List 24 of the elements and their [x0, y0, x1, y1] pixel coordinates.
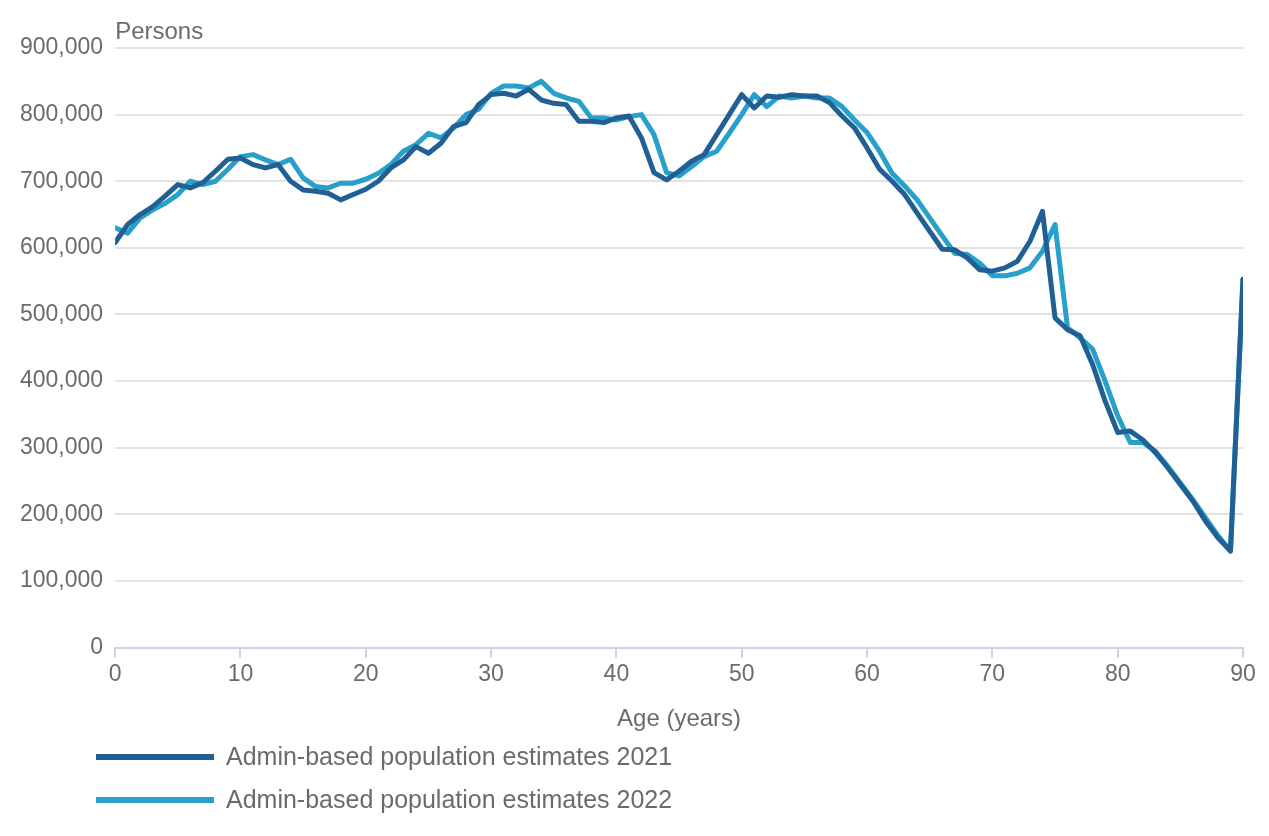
x-tick-label: 50: [728, 659, 755, 686]
x-tick-label: 40: [603, 659, 630, 686]
y-tick-label: 400,000: [20, 366, 104, 393]
x-tick-label: 60: [854, 659, 880, 686]
y-tick-label: 600,000: [20, 233, 104, 260]
x-tick-label: 70: [979, 659, 1006, 686]
y-tick-label: 500,000: [20, 299, 104, 326]
x-tick-label: 90: [1230, 659, 1256, 686]
x-axis-title: Age (years): [617, 704, 742, 732]
x-tick-label: 0: [108, 659, 122, 686]
y-tick-label: 700,000: [20, 166, 104, 193]
y-tick-label: 0: [90, 632, 104, 659]
legend-label: Admin-based population estimates 2021: [226, 742, 673, 771]
y-tick-label: 900,000: [20, 33, 104, 60]
legend-label: Admin-based population estimates 2022: [226, 785, 673, 814]
y-tick-label: 100,000: [20, 566, 104, 593]
x-tick-label: 10: [227, 659, 254, 686]
x-tick-label: 80: [1104, 659, 1131, 686]
y-tick-label: 200,000: [20, 499, 104, 526]
x-tick-label: 30: [478, 659, 504, 686]
y-axis-title: Persons: [115, 16, 204, 44]
x-tick-label: 20: [352, 659, 379, 686]
y-tick-label: 800,000: [20, 99, 104, 126]
y-tick-label: 300,000: [20, 433, 104, 460]
